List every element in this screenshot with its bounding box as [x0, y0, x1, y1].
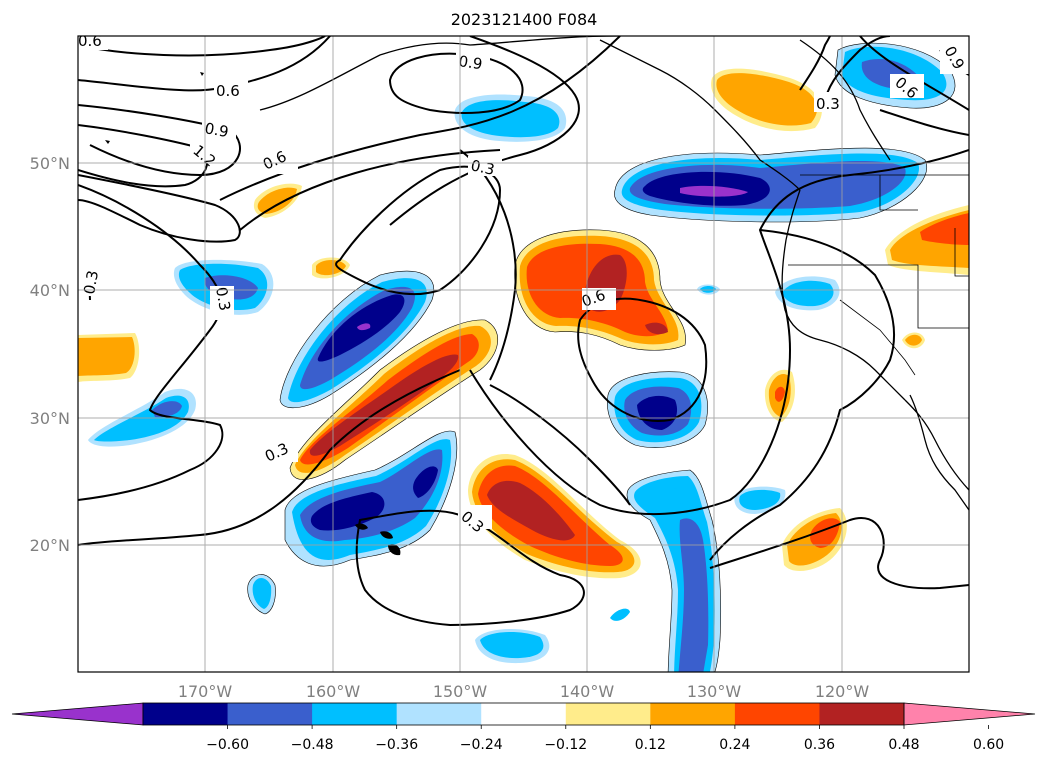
colorbar-extend-max — [903, 702, 1036, 726]
lon-label: 130°W — [687, 682, 742, 701]
map-background — [78, 36, 969, 672]
contour-label: 0.3 — [469, 156, 496, 179]
lat-label: 30°N — [30, 409, 70, 428]
colorbar: −0.60 −0.48 −0.36 −0.24 −0.12 0.12 0.24 0.36 0.4… — [11, 702, 1036, 753]
coastlines — [259, 36, 969, 511]
negative-anomaly-155w-22n — [285, 430, 457, 567]
gridlines — [78, 36, 969, 672]
colorbar-tick-label: 0.24 — [719, 737, 750, 753]
colorbar-segment — [819, 703, 905, 725]
latitude-labels: 50°N 40°N 30°N 20°N — [30, 154, 70, 555]
colorbar-tick-label: −0.60 — [206, 737, 249, 753]
negative-anomaly-160w-38n — [280, 271, 434, 408]
colorbar-tick-label: −0.48 — [291, 737, 334, 753]
colorbar-segments — [143, 703, 905, 725]
positive-anomaly-gulf-alaska-orange — [711, 68, 822, 132]
map-panel: 0.6 0.6 0.9 0.9 1.2 0.6 0.3 0.3 0.3 0.3 — [30, 32, 970, 701]
colorbar-tick-label: 0.12 — [635, 737, 666, 753]
contour-label: 0.3 — [816, 95, 840, 113]
longitude-labels: 170°W 160°W 150°W 140°W 130°W 120°W — [178, 682, 870, 701]
colorbar-segment — [312, 703, 398, 725]
lon-label: 120°W — [815, 682, 870, 701]
lon-label: 170°W — [178, 682, 233, 701]
positive-anomaly-small-cells — [78, 183, 925, 572]
contour-label: 0.6 — [216, 82, 240, 100]
map-title: 2023121400 F084 — [451, 10, 598, 29]
colorbar-segment — [565, 703, 651, 725]
lat-label: 50°N — [30, 154, 70, 173]
anomaly-fill-layer: 0.6 0.6 0.9 0.9 1.2 0.6 0.3 0.3 0.3 0.3 — [78, 32, 969, 672]
colorbar-frame — [142, 702, 905, 726]
colorbar-segment — [227, 703, 313, 725]
lon-label: 150°W — [433, 682, 488, 701]
lat-label: 40°N — [30, 281, 70, 300]
contour-label: 0.9 — [203, 119, 230, 141]
lon-label: 160°W — [306, 682, 361, 701]
colorbar-tick-label: 0.48 — [888, 737, 919, 753]
colorbar-segment — [396, 703, 482, 725]
colorbar-tick-label: 0.36 — [804, 737, 835, 753]
positive-anomaly-pacific-nw — [885, 205, 969, 275]
colorbar-tick-label: −0.12 — [544, 737, 587, 753]
contour-label: 0.9 — [457, 52, 483, 73]
colorbar-segment — [650, 703, 736, 725]
lon-label: 140°W — [560, 682, 615, 701]
anomaly-outline-contours — [247, 42, 956, 672]
contour-lines — [78, 36, 969, 627]
lat-label: 20°N — [30, 536, 70, 555]
colorbar-segment — [143, 703, 228, 725]
negative-anomaly-north-central — [454, 94, 567, 142]
colorbar-extend-min — [11, 702, 144, 726]
contour-label: 0.3 — [212, 286, 234, 313]
colorbar-segment — [481, 703, 567, 725]
negative-anomaly-135w-30n — [607, 371, 708, 448]
colorbar-tick-label: −0.36 — [375, 737, 418, 753]
colorbar-tick-label: −0.24 — [460, 737, 503, 753]
contour-label: 0.3 — [80, 269, 102, 296]
contour-label: 0.6 — [78, 32, 102, 50]
colorbar-tick-label: 0.60 — [973, 737, 1004, 753]
colorbar-segment — [734, 703, 820, 725]
map-frame — [77, 35, 970, 673]
colorbar-ticks: −0.60 −0.48 −0.36 −0.24 −0.12 0.12 0.24 0.36 0.4… — [206, 725, 1004, 753]
negative-anomaly-gulf-of-alaska — [614, 148, 927, 222]
